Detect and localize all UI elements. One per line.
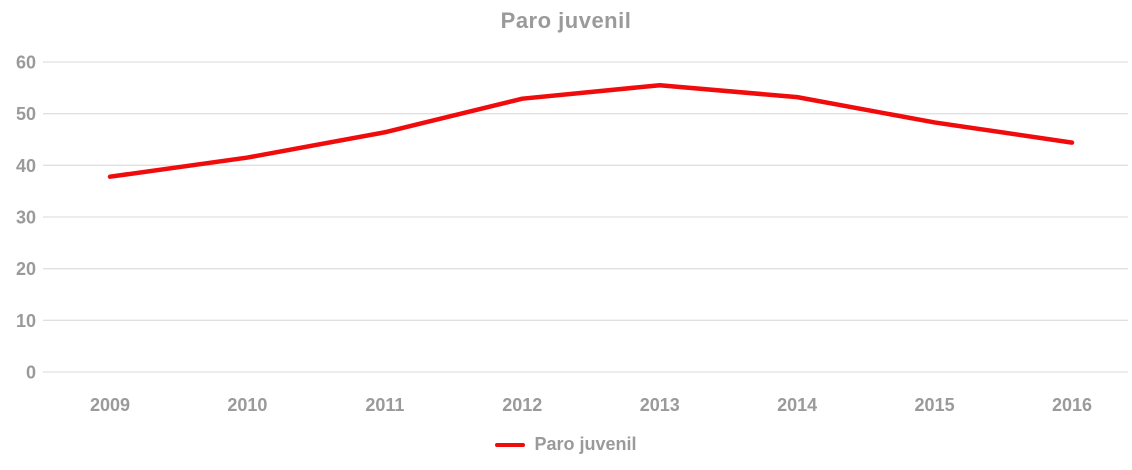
x-tick-label: 2011 (365, 395, 404, 415)
y-tick-label: 50 (16, 104, 36, 124)
x-tick-label: 2015 (915, 395, 955, 415)
x-tick-label: 2016 (1052, 395, 1092, 415)
x-tick-label: 2009 (90, 395, 130, 415)
x-tick-label: 2010 (227, 395, 267, 415)
legend-line-swatch (495, 442, 526, 447)
x-tick-label: 2013 (640, 395, 680, 415)
y-tick-label: 60 (16, 53, 36, 73)
chart-title: Paro juvenil (500, 8, 632, 33)
y-tick-label: 10 (16, 311, 36, 331)
legend-label: Paro juvenil (534, 434, 637, 454)
x-tick-label: 2014 (777, 395, 817, 415)
series-line (107, 83, 1075, 179)
x-tick-label: 2012 (502, 395, 542, 415)
y-tick-label: 20 (16, 259, 36, 279)
y-tick-label: 30 (16, 208, 36, 228)
y-tick-label: 0 (26, 363, 36, 383)
y-tick-label: 40 (16, 156, 36, 176)
line-chart-plot: 0 10 20 30 40 50 60 2009 2010 2011 2012 2013 2014 201… (16, 53, 1128, 415)
chart-legend: Paro juvenil (0, 434, 1132, 455)
